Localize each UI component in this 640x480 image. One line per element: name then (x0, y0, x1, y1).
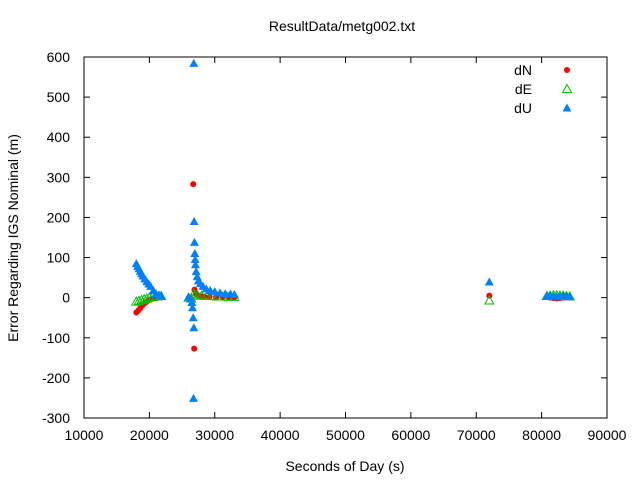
data-point-du (189, 237, 199, 246)
legend-label-dn: dN (514, 62, 532, 78)
data-point-du (215, 288, 225, 297)
x-tick-label: 60000 (391, 427, 430, 443)
y-tick-label: 500 (47, 89, 71, 105)
legend-marker-dn (564, 67, 570, 73)
data-point-du (188, 303, 198, 312)
data-point-de (201, 290, 213, 301)
x-tick-label: 70000 (457, 427, 496, 443)
x-tick-label: 30000 (195, 427, 234, 443)
plot-frame (83, 56, 608, 419)
data-point-du (190, 255, 200, 264)
x-tick-label: 40000 (261, 427, 300, 443)
x-tick-label: 80000 (522, 427, 561, 443)
y-tick-label: 600 (47, 49, 71, 65)
x-tick-label: 10000 (65, 427, 104, 443)
data-point-de (206, 290, 218, 301)
data-point-du (189, 393, 199, 402)
y-tick-label: 200 (47, 209, 71, 225)
x-axis-label: Seconds of Day (s) (285, 458, 404, 474)
y-tick-label: -200 (42, 370, 70, 386)
data-point-du (484, 277, 494, 286)
data-point-du (189, 58, 199, 67)
data-point-du (187, 297, 197, 306)
data-point-du (156, 291, 166, 300)
y-tick-label: 100 (47, 250, 71, 266)
data-points (130, 58, 576, 402)
y-tick-label: 0 (62, 290, 70, 306)
data-point-de (483, 294, 495, 305)
data-point-du (188, 313, 198, 322)
x-tick-label: 90000 (588, 427, 627, 443)
y-tick-label: -300 (42, 410, 70, 426)
data-point-dn (191, 345, 198, 352)
legend-marker-de (561, 83, 573, 93)
x-tick-label: 50000 (326, 427, 365, 443)
legend-label-de: dE (515, 81, 532, 97)
data-point-du (210, 287, 220, 296)
data-point-de (144, 292, 155, 302)
legend-label-du: dU (514, 100, 532, 116)
axes: 10000 20000 30000 40000 50000 60000 70000 80000… (42, 49, 627, 443)
legend: dN dE dU (514, 62, 573, 116)
data-point-du (189, 323, 199, 332)
y-tick-label: 300 (47, 169, 71, 185)
y-axis-label: Error Regarding IGS Nominal (m) (5, 134, 21, 342)
y-tick-label: -100 (42, 330, 70, 346)
data-point-du (229, 289, 239, 298)
data-point-de (196, 290, 208, 300)
data-point-du (189, 216, 199, 225)
data-point-dn (190, 181, 197, 188)
data-point-du (565, 292, 575, 301)
x-tick-label: 20000 (130, 427, 169, 443)
y-tick-label: 400 (47, 129, 71, 145)
chart-title: ResultData/metg002.txt (269, 18, 415, 34)
data-point-du (190, 249, 200, 258)
data-point-du (191, 267, 201, 276)
legend-marker-du (562, 103, 572, 112)
data-point-du (190, 260, 200, 269)
